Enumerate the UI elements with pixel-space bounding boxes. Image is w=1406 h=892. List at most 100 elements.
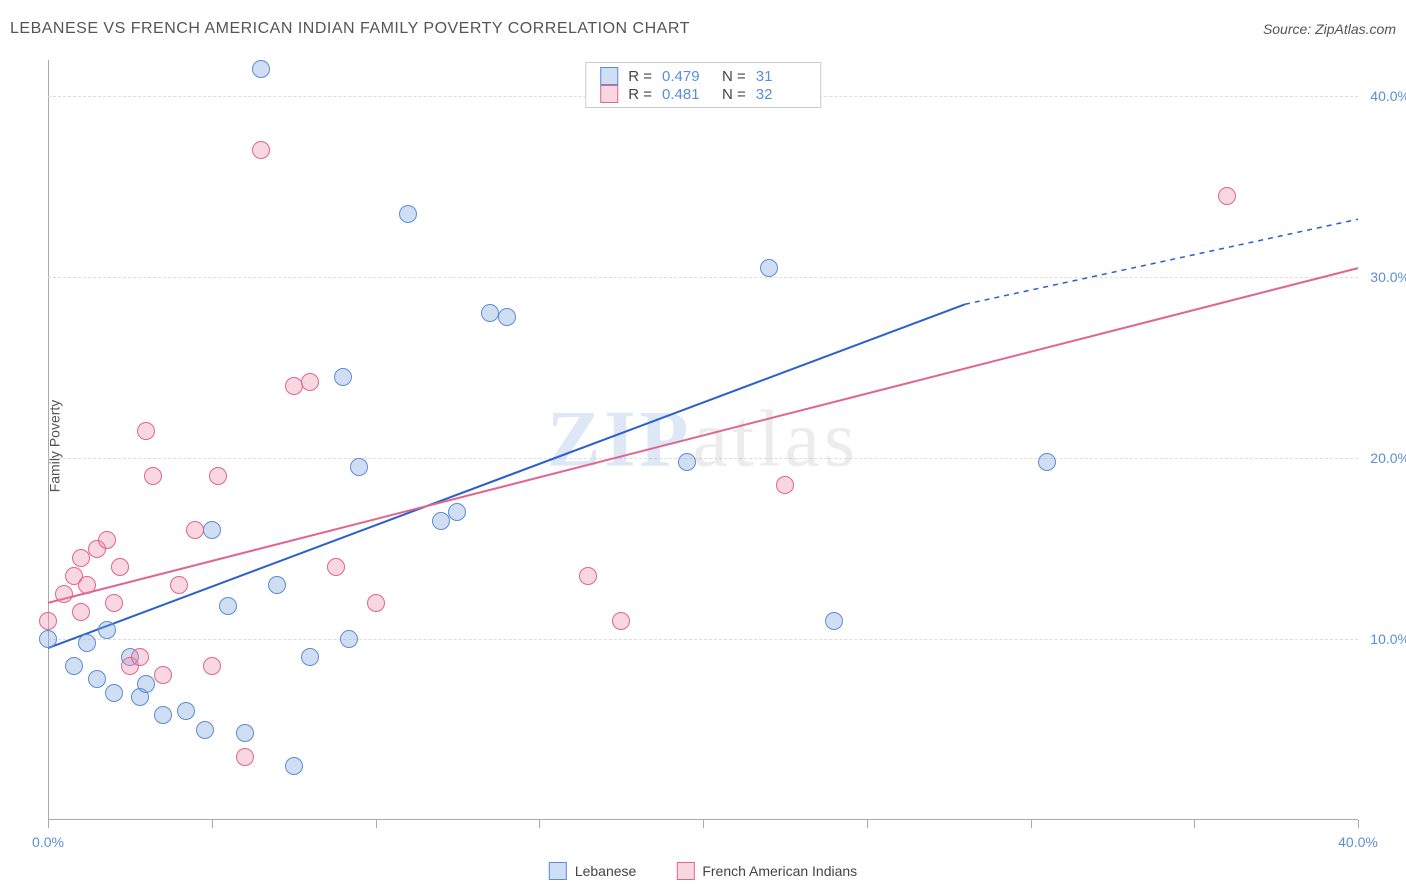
scatter-dot (334, 368, 352, 386)
scatter-dot (252, 60, 270, 78)
y-tick-label: 40.0% (1370, 88, 1406, 104)
scatter-dot (760, 259, 778, 277)
scatter-dot (481, 304, 499, 322)
chart-area: 10.0%20.0%30.0%40.0% 0.0%40.0% ZIPatlas (48, 60, 1358, 820)
legend-swatch (549, 862, 567, 880)
series-legend: Lebanese French American Indians (549, 862, 857, 880)
y-tick-label: 20.0% (1370, 450, 1406, 466)
x-tick (1031, 820, 1032, 828)
trend-line-extrapolated (965, 219, 1358, 304)
scatter-dot (236, 724, 254, 742)
scatter-dot (301, 373, 319, 391)
scatter-dot (268, 576, 286, 594)
trend-line (48, 268, 1358, 603)
scatter-dot (78, 634, 96, 652)
legend-swatch (600, 85, 618, 103)
source-prefix: Source: (1263, 21, 1315, 37)
scatter-dot (98, 531, 116, 549)
x-tick (867, 820, 868, 828)
scatter-dot (678, 453, 696, 471)
scatter-dot (65, 657, 83, 675)
legend-swatch (676, 862, 694, 880)
trend-lines (48, 60, 1358, 820)
scatter-dot (196, 721, 214, 739)
x-tick-label: 40.0% (1338, 834, 1378, 850)
legend-item: Lebanese (549, 862, 637, 880)
scatter-dot (219, 597, 237, 615)
r-value: 0.479 (662, 68, 712, 85)
legend-row: R = 0.481 N = 32 (600, 85, 806, 103)
scatter-dot (154, 706, 172, 724)
scatter-dot (154, 666, 172, 684)
legend-swatch (600, 67, 618, 85)
scatter-dot (105, 684, 123, 702)
scatter-dot (137, 675, 155, 693)
scatter-dot (203, 657, 221, 675)
n-label: N = (722, 86, 746, 103)
scatter-dot (367, 594, 385, 612)
scatter-dot (236, 748, 254, 766)
y-tick-label: 30.0% (1370, 269, 1406, 285)
scatter-dot (170, 576, 188, 594)
scatter-dot (39, 612, 57, 630)
scatter-dot (203, 521, 221, 539)
scatter-dot (340, 630, 358, 648)
scatter-dot (72, 549, 90, 567)
x-tick (212, 820, 213, 828)
scatter-dot (252, 141, 270, 159)
y-tick-label: 10.0% (1370, 631, 1406, 647)
trend-line (48, 304, 965, 648)
x-tick (539, 820, 540, 828)
scatter-dot (72, 603, 90, 621)
source-value: ZipAtlas.com (1315, 21, 1396, 37)
scatter-dot (498, 308, 516, 326)
scatter-dot (825, 612, 843, 630)
scatter-dot (285, 757, 303, 775)
x-tick (1194, 820, 1195, 828)
scatter-dot (144, 467, 162, 485)
r-label: R = (628, 68, 652, 85)
chart-source: Source: ZipAtlas.com (1263, 21, 1396, 37)
legend-item: French American Indians (676, 862, 857, 880)
n-label: N = (722, 68, 746, 85)
scatter-dot (301, 648, 319, 666)
x-tick (703, 820, 704, 828)
scatter-dot (285, 377, 303, 395)
scatter-dot (131, 648, 149, 666)
scatter-dot (39, 630, 57, 648)
scatter-dot (432, 512, 450, 530)
scatter-dot (209, 467, 227, 485)
scatter-dot (177, 702, 195, 720)
legend-label: Lebanese (575, 863, 637, 879)
chart-title: LEBANESE VS FRENCH AMERICAN INDIAN FAMIL… (10, 20, 690, 38)
legend-label: French American Indians (702, 863, 857, 879)
scatter-dot (612, 612, 630, 630)
scatter-dot (399, 205, 417, 223)
scatter-dot (105, 594, 123, 612)
scatter-dot (186, 521, 204, 539)
scatter-dot (98, 621, 116, 639)
scatter-dot (776, 476, 794, 494)
r-label: R = (628, 86, 652, 103)
scatter-dot (327, 558, 345, 576)
n-value: 32 (756, 86, 806, 103)
correlation-legend: R = 0.479 N = 31 R = 0.481 N = 32 (585, 62, 821, 108)
x-tick-label: 0.0% (32, 834, 64, 850)
legend-row: R = 0.479 N = 31 (600, 67, 806, 85)
chart-header: LEBANESE VS FRENCH AMERICAN INDIAN FAMIL… (10, 20, 1396, 38)
scatter-dot (78, 576, 96, 594)
x-tick (48, 820, 49, 828)
x-tick (1358, 820, 1359, 828)
scatter-dot (1038, 453, 1056, 471)
scatter-dot (579, 567, 597, 585)
x-tick (376, 820, 377, 828)
scatter-dot (88, 670, 106, 688)
scatter-dot (350, 458, 368, 476)
r-value: 0.481 (662, 86, 712, 103)
scatter-dot (55, 585, 73, 603)
scatter-dot (137, 422, 155, 440)
scatter-dot (111, 558, 129, 576)
scatter-dot (1218, 187, 1236, 205)
scatter-dot (448, 503, 466, 521)
n-value: 31 (756, 68, 806, 85)
